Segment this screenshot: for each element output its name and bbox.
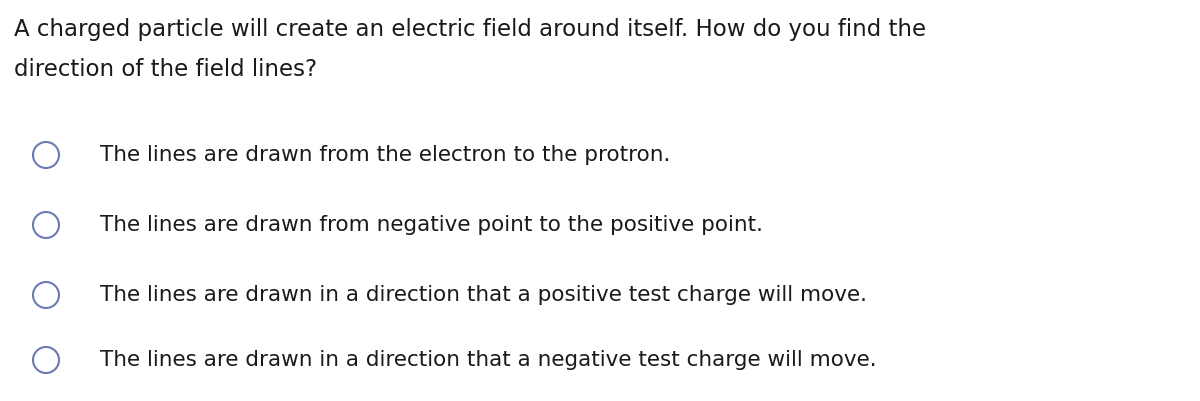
Text: The lines are drawn from the electron to the protron.: The lines are drawn from the electron to…	[100, 145, 671, 165]
Text: The lines are drawn in a direction that a negative test charge will move.: The lines are drawn in a direction that …	[100, 350, 877, 370]
Text: The lines are drawn from negative point to the positive point.: The lines are drawn from negative point …	[100, 215, 763, 235]
Text: direction of the field lines?: direction of the field lines?	[14, 58, 317, 81]
Text: A charged particle will create an electric field around itself. How do you find : A charged particle will create an electr…	[14, 18, 926, 41]
Text: The lines are drawn in a direction that a positive test charge will move.: The lines are drawn in a direction that …	[100, 285, 866, 305]
